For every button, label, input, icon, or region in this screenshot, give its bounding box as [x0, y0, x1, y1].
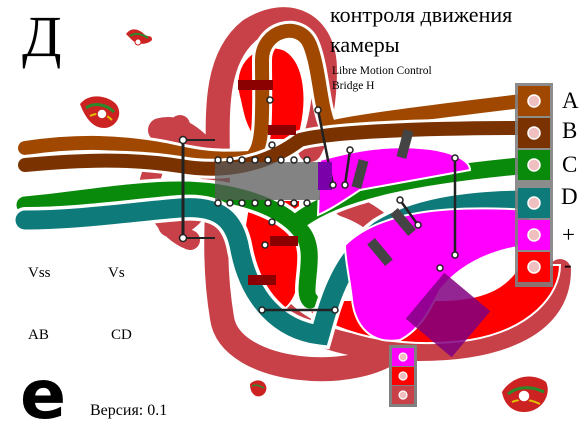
- pin-label-c: C: [562, 152, 578, 177]
- e-logo-icon: e: [20, 356, 66, 435]
- driver-chip: [405, 272, 491, 358]
- pin-label-minus: -: [564, 252, 572, 277]
- subtitle-line-2: Bridge H: [332, 80, 375, 92]
- resistors: [238, 80, 416, 285]
- page-letter: Д: [22, 4, 62, 69]
- vias: [178, 96, 459, 314]
- decorative-flag-icon-4: [502, 376, 548, 412]
- jumper-wires: [260, 108, 457, 312]
- subtitle-line-1: Libre Motion Control: [332, 65, 432, 77]
- label-vs: Vs: [108, 265, 125, 281]
- pin-label-b: B: [562, 118, 578, 143]
- version-label: Версия: 0.1: [90, 402, 168, 419]
- label-ab: AB: [28, 327, 49, 343]
- label-cd: CD: [111, 327, 132, 343]
- decorative-flag-icon-2: [80, 96, 120, 128]
- pin-label-d: D: [561, 184, 578, 209]
- svg-text:e: e: [20, 356, 66, 435]
- output-connector: [515, 83, 553, 287]
- label-vss: Vss: [28, 265, 51, 281]
- center-bus: [181, 138, 320, 240]
- decorative-flag-icon-3: [250, 380, 267, 397]
- pin-label-a: A: [562, 88, 579, 113]
- pin-label-plus: +: [562, 222, 575, 247]
- bottom-connector: [389, 345, 417, 407]
- title-line-2: камеры: [330, 32, 400, 57]
- decorative-flag-icon-1: [126, 29, 152, 46]
- title-line-1: контроля движения: [330, 2, 513, 27]
